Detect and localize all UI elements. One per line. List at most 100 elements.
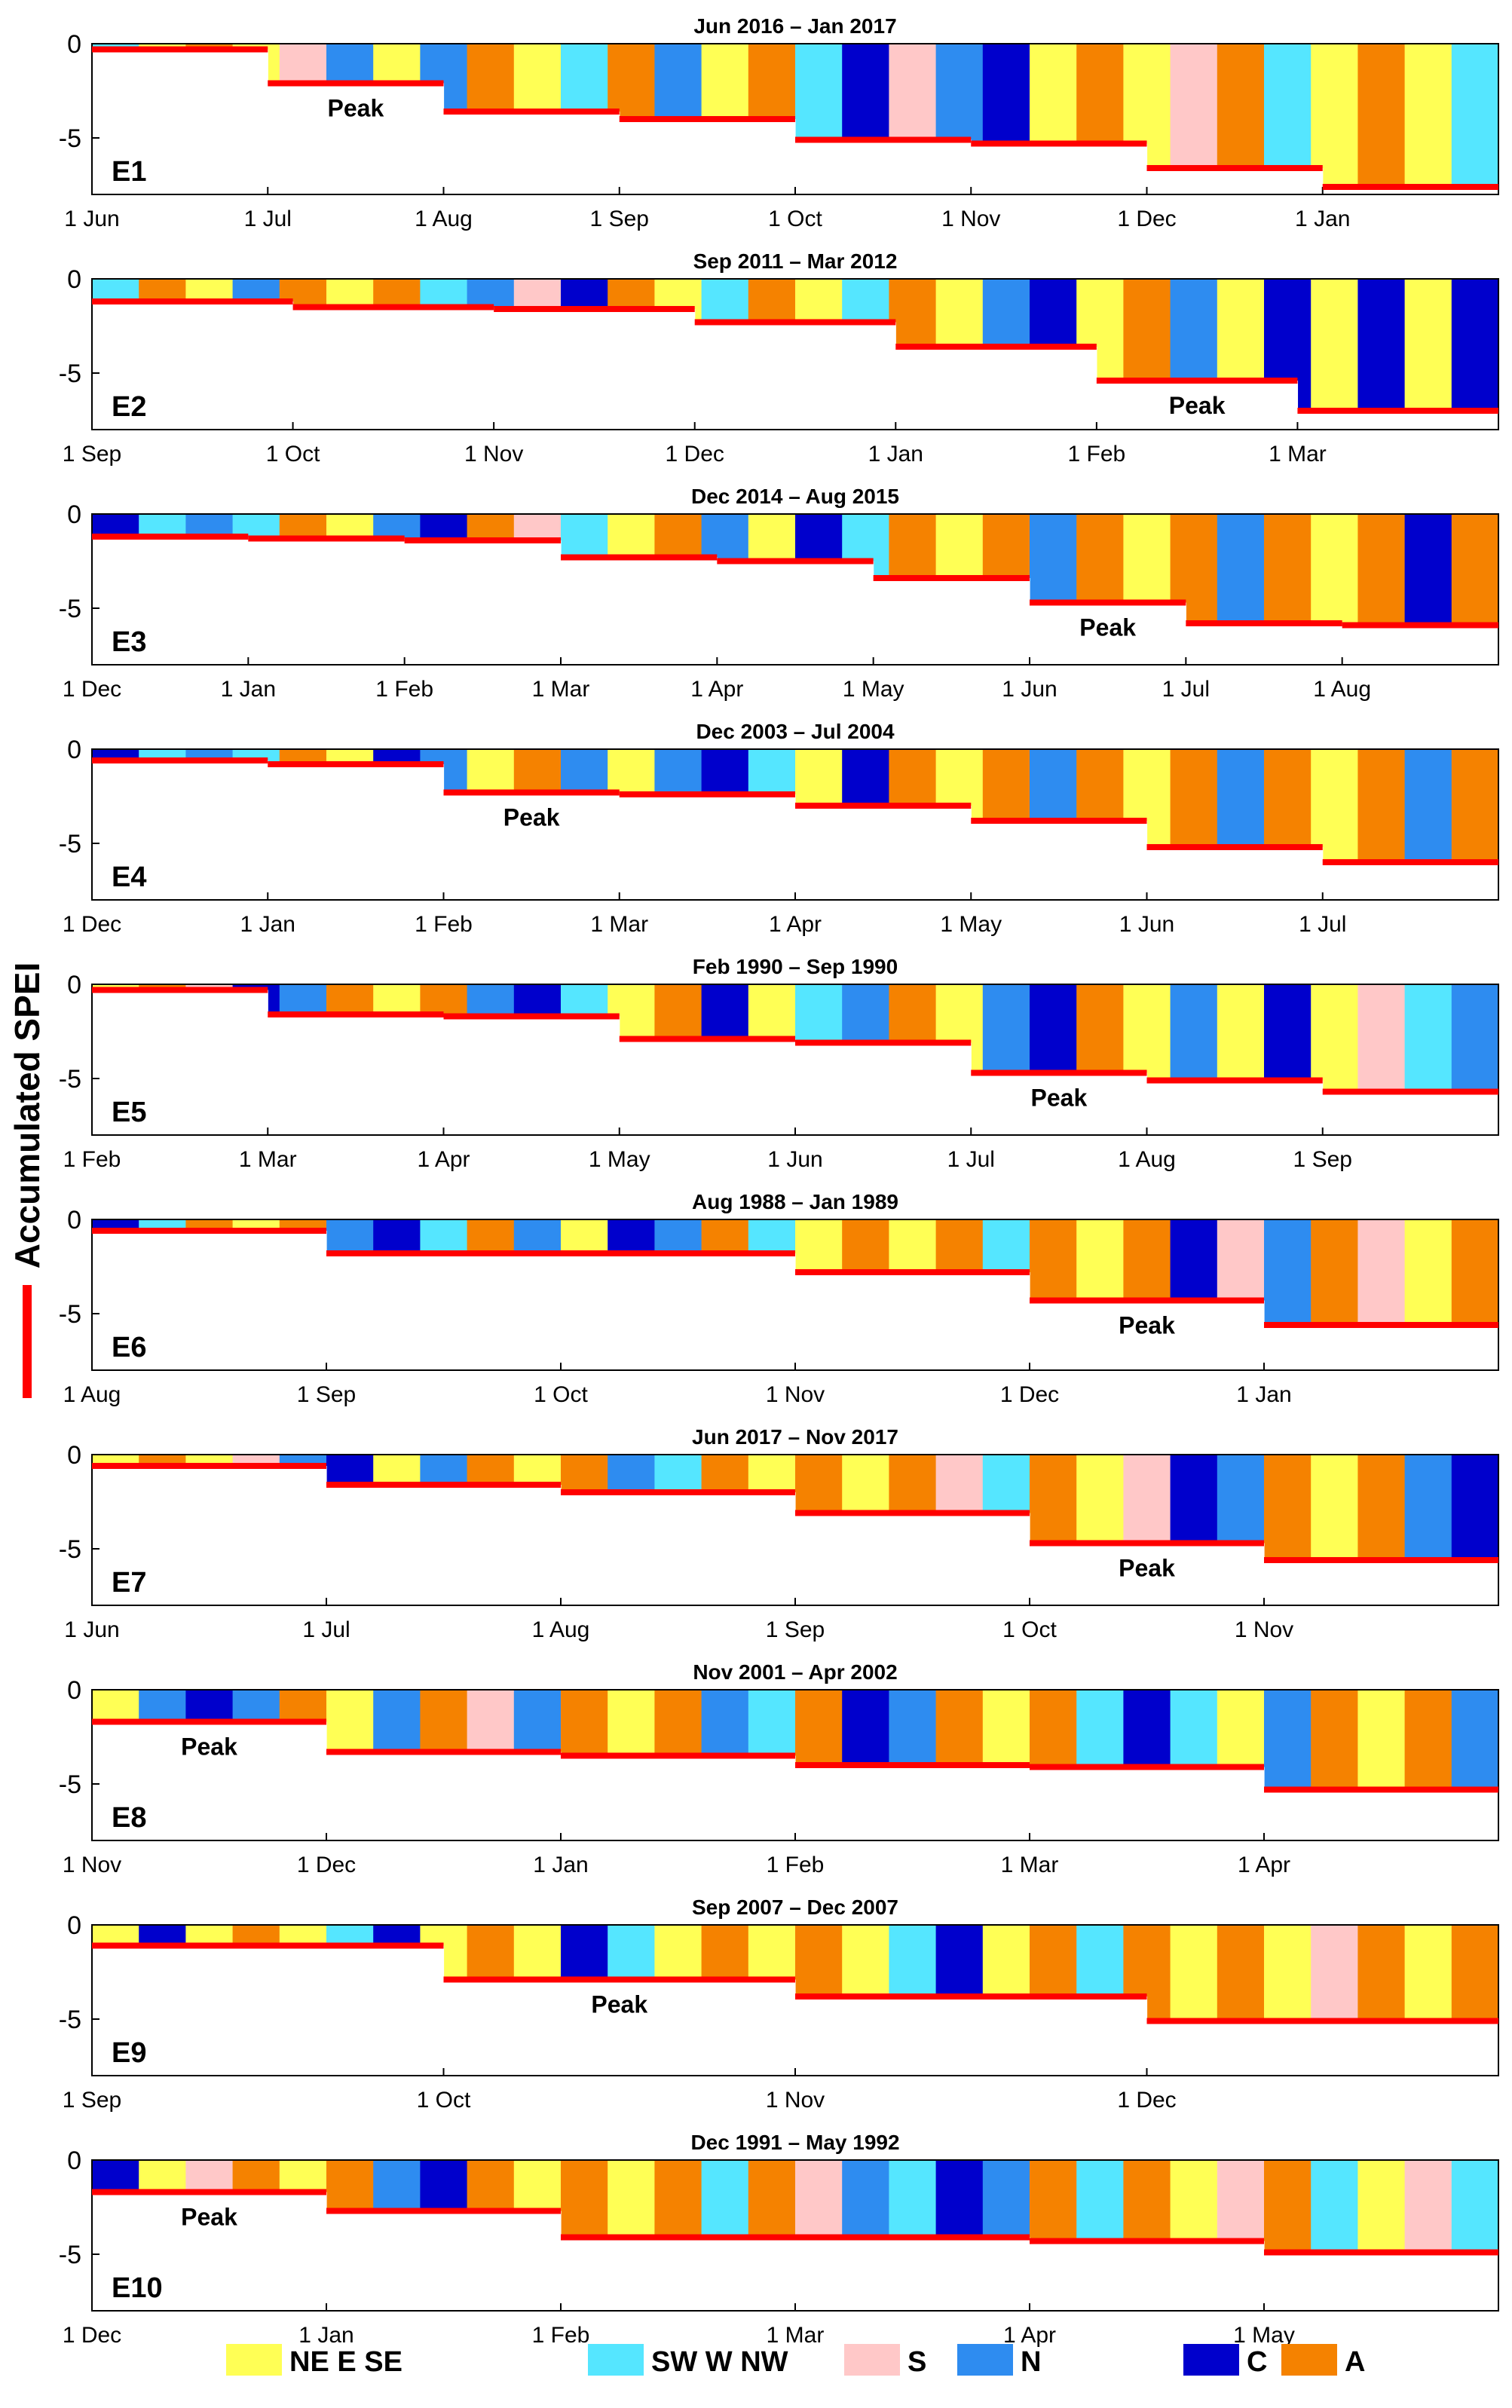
y-tick-label: 0 bbox=[67, 1441, 81, 1470]
peak-label: Peak bbox=[1031, 1085, 1088, 1112]
x-tick-label: 1 Feb bbox=[375, 677, 433, 702]
x-tick-label: 1 Sep bbox=[63, 2088, 121, 2113]
legend-label: SW W NW bbox=[651, 2346, 788, 2378]
y-tick-label: 0 bbox=[67, 2146, 81, 2175]
panel-title: Feb 1990 – Sep 1990 bbox=[693, 955, 898, 978]
x-tick-label: 1 Feb bbox=[532, 2323, 590, 2348]
below-step-area bbox=[326, 1253, 562, 1370]
panel-e4: 0 -5 1 Dec 1 Jan 1 Feb 1 Mar 1 Apr 1 May 1 Jun 1 … bbox=[59, 720, 1499, 937]
y-tick-label: -5 bbox=[59, 1065, 81, 1094]
x-tick-label: 1 Mar bbox=[590, 912, 648, 937]
below-step-area bbox=[248, 538, 406, 665]
below-step-area bbox=[326, 2211, 562, 2311]
y-axis-title-line-marker bbox=[23, 1285, 32, 1398]
below-step-area bbox=[1264, 1325, 1499, 1370]
event-label: E2 bbox=[112, 391, 146, 423]
event-label: E6 bbox=[112, 1332, 146, 1363]
x-tick-label: 1 Jan bbox=[221, 677, 276, 702]
y-tick-label: -5 bbox=[59, 830, 81, 858]
x-tick-label: 1 Jun bbox=[1002, 677, 1057, 702]
below-step-area bbox=[443, 112, 620, 194]
weather-type-band bbox=[1357, 44, 1406, 194]
x-tick-label: 1 Sep bbox=[590, 207, 649, 231]
x-tick-label: 1 Jun bbox=[64, 207, 119, 231]
below-step-area bbox=[92, 2192, 327, 2311]
panel-e5: 0 -5 1 Feb 1 Mar 1 Apr 1 May 1 Jun 1 Jul 1 Aug 1 … bbox=[59, 955, 1499, 1172]
below-step-area bbox=[494, 309, 696, 430]
below-step-area bbox=[1030, 1543, 1265, 1605]
weather-type-band bbox=[1357, 279, 1406, 430]
panel-title: Jun 2017 – Nov 2017 bbox=[692, 1425, 898, 1449]
x-tick-label: 1 Mar bbox=[239, 1147, 297, 1172]
panel-title: Dec 2003 – Jul 2004 bbox=[696, 720, 895, 743]
below-step-area bbox=[694, 322, 896, 430]
x-tick-label: 1 Aug bbox=[1118, 1147, 1176, 1172]
legend-label: C bbox=[1247, 2346, 1267, 2378]
x-tick-label: 1 Dec bbox=[63, 912, 121, 937]
x-tick-label: 1 Dec bbox=[63, 2323, 121, 2348]
x-tick-label: 1 Sep bbox=[297, 1382, 356, 1407]
y-tick-label: 0 bbox=[67, 30, 81, 59]
x-tick-label: 1 Sep bbox=[63, 442, 121, 467]
x-tick-label: 1 Dec bbox=[1117, 207, 1176, 231]
x-tick-label: 1 Jan bbox=[240, 912, 295, 937]
x-tick-label: 1 Oct bbox=[534, 1382, 588, 1407]
event-label: E3 bbox=[112, 626, 146, 658]
below-step-area bbox=[1322, 187, 1499, 194]
x-tick-label: 1 Jan bbox=[298, 2323, 354, 2348]
panel-e7: 0 -5 1 Jun 1 Jul 1 Aug 1 Sep 1 Oct 1 Nov Peak Jun… bbox=[59, 1425, 1499, 1642]
legend-label: NE E SE bbox=[289, 2346, 402, 2378]
peak-label: Peak bbox=[181, 1733, 237, 1761]
x-tick-label: 1 Oct bbox=[1002, 1617, 1057, 1642]
legend-label: A bbox=[1345, 2346, 1365, 2378]
below-step-area bbox=[795, 139, 972, 194]
x-tick-label: 1 Jan bbox=[533, 1853, 588, 1877]
x-tick-label: 1 Jun bbox=[64, 1617, 119, 1642]
legend-label: S bbox=[908, 2346, 926, 2378]
peak-label: Peak bbox=[1079, 614, 1136, 641]
below-step-area bbox=[795, 806, 972, 900]
below-step-area bbox=[795, 1765, 1030, 1840]
panel-e3: 0 -5 1 Dec 1 Jan 1 Feb 1 Mar 1 Apr 1 May 1 Jun 1 … bbox=[59, 485, 1499, 702]
below-step-area bbox=[795, 1272, 1030, 1370]
x-tick-label: 1 Apr bbox=[1003, 2323, 1056, 2348]
x-tick-label: 1 Dec bbox=[1000, 1382, 1059, 1407]
x-tick-label: 1 May bbox=[589, 1147, 650, 1172]
below-step-area bbox=[561, 1755, 796, 1840]
below-step-area bbox=[1186, 623, 1343, 665]
x-tick-label: 1 Jul bbox=[1299, 912, 1346, 937]
below-step-area bbox=[717, 561, 874, 665]
x-tick-label: 1 Jan bbox=[1295, 207, 1350, 231]
x-tick-label: 1 Sep bbox=[766, 1617, 825, 1642]
below-step-area bbox=[268, 1014, 445, 1135]
below-step-area bbox=[1030, 602, 1186, 665]
event-label: E9 bbox=[112, 2037, 146, 2069]
panel-e6: 0 -5 1 Aug 1 Sep 1 Oct 1 Nov 1 Dec 1 Jan Peak Aug… bbox=[59, 1190, 1499, 1407]
panel-e2: 0 -5 1 Sep 1 Oct 1 Nov 1 Dec 1 Jan 1 Feb 1 Mar Pe… bbox=[59, 249, 1499, 467]
below-step-area bbox=[1264, 2252, 1499, 2311]
below-step-area bbox=[1030, 2241, 1265, 2311]
y-tick-label: 0 bbox=[67, 971, 81, 999]
legend-swatch bbox=[588, 2344, 644, 2376]
x-tick-label: 1 May bbox=[843, 677, 904, 702]
y-axis-title-group: Accumulated SPEI bbox=[8, 962, 47, 1398]
legend-swatch bbox=[957, 2344, 1013, 2376]
x-tick-label: 1 Mar bbox=[1001, 1853, 1059, 1877]
below-step-area bbox=[92, 1945, 445, 2076]
peak-label: Peak bbox=[181, 2204, 237, 2231]
below-step-area bbox=[92, 760, 268, 900]
x-tick-label: 1 May bbox=[940, 912, 1002, 937]
x-tick-label: 1 Mar bbox=[767, 2323, 825, 2348]
panel-title: Sep 2007 – Dec 2007 bbox=[692, 1895, 898, 1919]
peak-label: Peak bbox=[328, 95, 384, 122]
below-step-area bbox=[971, 821, 1148, 900]
panel-e8: 0 -5 1 Nov 1 Dec 1 Jan 1 Feb 1 Mar 1 Apr Peak Nov… bbox=[59, 1660, 1499, 1877]
panel-e10: 0 -5 1 Dec 1 Jan 1 Feb 1 Mar 1 Apr 1 May Peak Dec… bbox=[59, 2131, 1499, 2348]
event-label: E7 bbox=[112, 1567, 146, 1599]
below-step-area bbox=[561, 1492, 796, 1605]
x-tick-label: 1 Mar bbox=[1269, 442, 1327, 467]
x-tick-label: 1 Sep bbox=[1293, 1147, 1352, 1172]
x-tick-label: 1 Apr bbox=[690, 677, 743, 702]
below-step-area bbox=[1146, 168, 1324, 194]
x-tick-label: 1 Nov bbox=[63, 1853, 121, 1877]
